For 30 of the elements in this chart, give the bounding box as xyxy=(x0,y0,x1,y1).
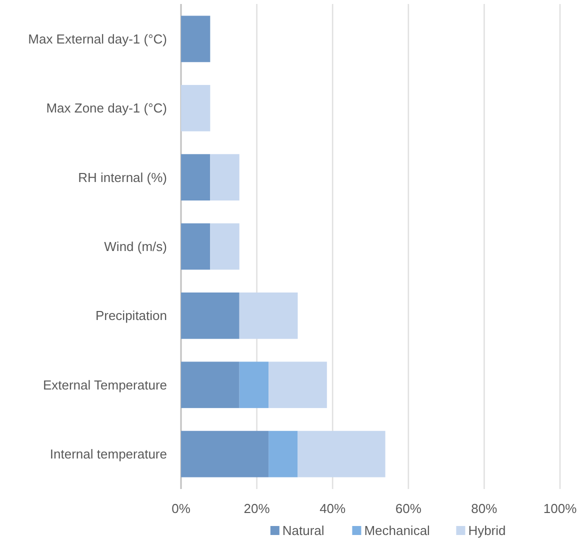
bar xyxy=(239,362,269,408)
bar xyxy=(210,223,240,270)
bar xyxy=(181,292,240,339)
bar xyxy=(181,430,269,478)
bar xyxy=(210,154,240,200)
legend-label: Hybrid xyxy=(468,523,506,538)
x-tick-label: 60% xyxy=(395,501,422,516)
y-tick-label: Max External day-1 (°C) xyxy=(28,31,167,46)
x-tick-label: 80% xyxy=(471,501,498,516)
bar xyxy=(181,16,210,62)
y-tick-label: External Temperature xyxy=(42,377,167,392)
bar xyxy=(268,430,298,478)
bar xyxy=(181,362,240,408)
x-tick-label: 0% xyxy=(172,501,191,516)
y-tick-label: Wind (m/s) xyxy=(104,239,167,254)
bar xyxy=(181,84,210,132)
bar xyxy=(239,292,298,339)
y-tick-label: RH internal (%) xyxy=(78,170,167,185)
bar xyxy=(268,362,327,408)
legend-label: Natural xyxy=(282,523,324,538)
y-tick-label: Internal temperature xyxy=(50,446,167,462)
y-tick-label: Max Zone day-1 (°C) xyxy=(46,100,167,116)
x-tick-label: 20% xyxy=(244,501,270,516)
x-tick-label: 100% xyxy=(543,501,578,516)
bar xyxy=(181,223,210,270)
bar xyxy=(181,154,210,200)
bar xyxy=(298,430,386,478)
y-tick-label: Precipitation xyxy=(95,308,167,324)
legend-label: Mechanical xyxy=(364,523,430,538)
x-tick-label: 40% xyxy=(320,501,346,516)
